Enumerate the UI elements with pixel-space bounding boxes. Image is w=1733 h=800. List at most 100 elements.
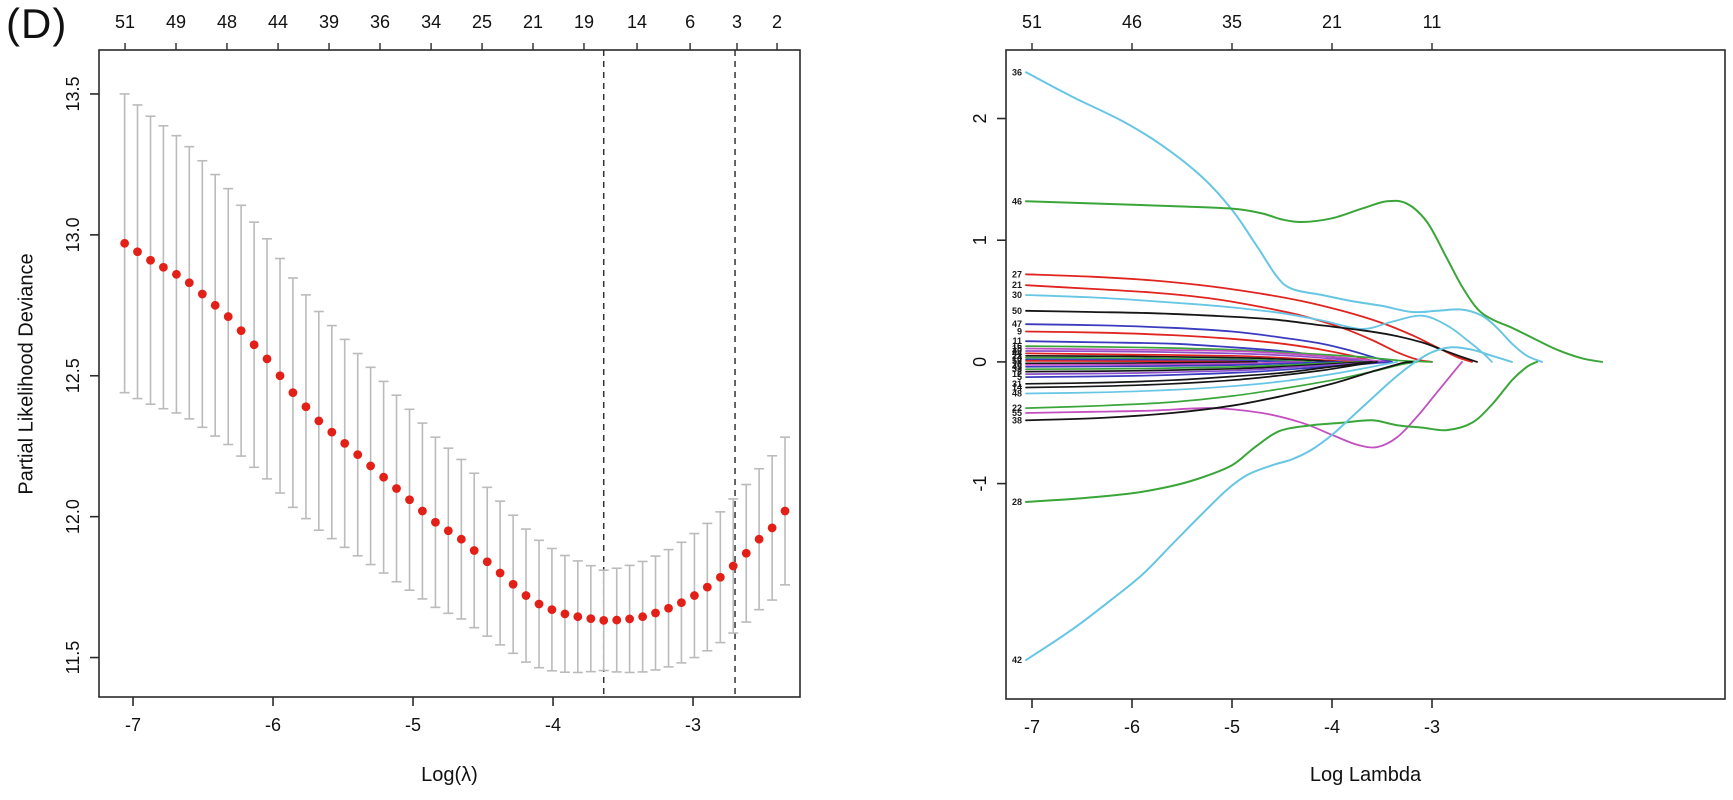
cv-point <box>715 572 725 582</box>
coef-path-21 <box>1025 284 1433 363</box>
coef-path-label: 21 <box>1012 280 1022 290</box>
y-tick-label: -1 <box>970 476 990 492</box>
y-tick-label: 12.0 <box>63 499 83 534</box>
coef-path-label: 45 <box>1012 362 1022 372</box>
cv-point <box>534 599 544 609</box>
cv-point <box>236 326 246 336</box>
top-axis-label: 36 <box>370 12 390 32</box>
coef-path-30 <box>1025 294 1493 363</box>
x-tick-label: -5 <box>1224 717 1240 737</box>
cv-x-axis-title: Log(λ) <box>421 764 478 786</box>
y-tick-label: 1 <box>970 235 990 245</box>
coef-path-42 <box>1025 346 1513 662</box>
coef-path-label: 2 <box>1017 367 1022 377</box>
top-axis-label: 19 <box>574 12 594 32</box>
coef-path-label: 38 <box>1012 415 1022 425</box>
cv-point <box>495 568 505 578</box>
cv-point <box>159 262 168 272</box>
cv-point <box>146 255 155 265</box>
cv-point <box>677 598 686 607</box>
coef-path-22 <box>1025 361 1418 409</box>
cv-point <box>172 269 181 279</box>
cv-point <box>690 591 699 600</box>
paths-x-axis-title: Log Lambda <box>1309 764 1422 786</box>
cv-point <box>262 354 272 364</box>
cv-point <box>482 557 492 567</box>
cv-point <box>469 546 479 555</box>
top-axis-label: 44 <box>268 12 288 32</box>
cv-point <box>508 579 518 589</box>
cv-point <box>664 603 673 613</box>
coef-path-label: 30 <box>1012 290 1022 300</box>
coef-path-36 <box>1025 71 1543 363</box>
coef-path-label: 11 <box>1012 336 1022 346</box>
y-tick-label: 13.5 <box>63 76 83 111</box>
cv-point <box>288 388 298 398</box>
cv-point <box>223 312 233 321</box>
cv-point <box>379 472 389 482</box>
top-axis-label: 46 <box>1122 12 1142 32</box>
cv-point <box>327 427 337 437</box>
coef-path-label: 42 <box>1012 655 1022 665</box>
cv-point <box>301 402 311 412</box>
coef-path-11 <box>1025 340 1368 363</box>
coef-path-55 <box>1025 361 1463 449</box>
top-axis-label: 39 <box>319 12 339 32</box>
x-tick-label: -3 <box>1424 717 1440 737</box>
cv-point <box>392 484 401 493</box>
coef-path-16 <box>1025 345 1433 363</box>
coef-path-label: 47 <box>1012 319 1022 329</box>
top-axis-label: 48 <box>217 12 237 32</box>
coefficient-path-plot: 3646272130504791116154044234105282045332… <box>970 12 1726 737</box>
cv-point <box>456 534 466 544</box>
top-axis-label: 3 <box>732 12 742 32</box>
cv-point <box>560 609 570 619</box>
coef-path-28 <box>1025 360 1538 503</box>
x-tick-label: -7 <box>1024 717 1040 737</box>
x-tick-label: -7 <box>125 715 141 735</box>
cv-point <box>612 615 622 625</box>
top-axis-label: 51 <box>1022 12 1042 32</box>
cv-point <box>521 591 531 600</box>
coef-path-label: 27 <box>1012 269 1022 279</box>
coef-path-48 <box>1025 361 1398 395</box>
y-tick-label: 0 <box>970 357 990 367</box>
coef-path-38 <box>1025 361 1413 422</box>
coef-path-label: 40 <box>1012 346 1022 356</box>
coef-path-40 <box>1025 350 1373 363</box>
cv-point <box>340 438 350 448</box>
coef-path-label: 20 <box>1012 360 1022 370</box>
coef-path-10 <box>1025 358 1298 363</box>
coef-path-15 <box>1025 347 1388 363</box>
x-tick-label: -4 <box>545 715 561 735</box>
cv-point <box>133 247 142 257</box>
cv-point <box>418 506 427 516</box>
panel-label: (D) <box>6 0 68 47</box>
y-tick-label: 2 <box>970 114 990 124</box>
coef-path-label: 4 <box>1017 353 1022 363</box>
x-tick-label: -6 <box>265 715 281 735</box>
cv-point <box>599 615 609 625</box>
cv-point <box>366 461 376 471</box>
cv-point <box>586 614 596 624</box>
cv-plot: -7 -6 -5 -4 -3 13.5 13.0 12.5 12.0 11.5 51 49 48 44 39… <box>63 12 801 735</box>
top-axis-label: 49 <box>166 12 186 32</box>
top-axis-label: 2 <box>772 12 782 32</box>
coef-path-label: 36 <box>1012 67 1022 77</box>
top-axis-label: 6 <box>685 12 695 32</box>
y-tick-label: 12.5 <box>63 358 83 393</box>
top-axis-label: 11 <box>1423 12 1442 32</box>
coef-path-label: 55 <box>1012 408 1022 418</box>
coef-path-label: 50 <box>1012 306 1022 316</box>
cv-point <box>249 340 259 350</box>
cv-point <box>197 289 207 299</box>
coef-path-label: 12 <box>1012 369 1022 379</box>
coef-path-20 <box>1025 361 1303 366</box>
x-tick-label: -4 <box>1324 717 1340 737</box>
plot-box <box>98 49 801 698</box>
coef-path-2 <box>1025 361 1373 373</box>
coef-path-label: 8 <box>1017 358 1022 368</box>
coef-path-46 <box>1025 199 1603 363</box>
coef-path-label: 28 <box>1012 497 1022 507</box>
